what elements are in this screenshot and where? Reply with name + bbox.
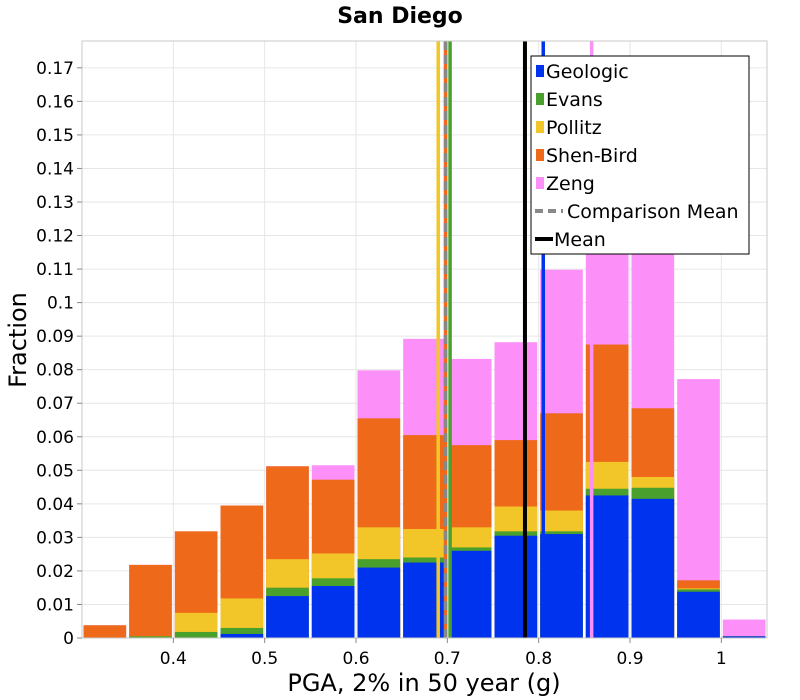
legend-box — [530, 55, 750, 255]
y-tick-label: 0.04 — [36, 495, 74, 515]
bar-geologic-12 — [631, 498, 675, 638]
legend-swatch-evans — [536, 93, 544, 105]
legend-label-comparison-mean: Comparison Mean — [567, 201, 739, 223]
bar-geologic-10 — [540, 534, 583, 638]
y-tick-label: 0.08 — [36, 361, 74, 381]
legend-label-shen-bird: Shen-Bird — [546, 145, 638, 167]
y-tick-label: 0.02 — [36, 562, 74, 582]
x-tick-label: 1 — [716, 649, 727, 669]
plot-frame — [81, 40, 768, 639]
legend-swatch-shen-bird — [536, 149, 544, 161]
y-tick-label: 0.13 — [36, 193, 74, 213]
bar-geologic-9 — [494, 535, 538, 638]
bar-shen-bird-1 — [129, 564, 172, 638]
x-tick-label: 0.8 — [525, 649, 552, 669]
bar-geologic-5 — [311, 586, 355, 638]
bar-geologic-14 — [722, 636, 766, 638]
legend-label-zeng: Zeng — [546, 173, 595, 195]
chart-title: San Diego — [337, 4, 463, 29]
y-tick-label: 0.07 — [36, 394, 74, 414]
bar-geologic-6 — [357, 567, 401, 638]
bar-geologic-3 — [220, 633, 264, 638]
legend-label-geologic: Geologic — [546, 61, 629, 83]
legend-swatch-pollitz — [536, 121, 544, 133]
bar-geologic-13 — [677, 591, 720, 638]
y-tick-label: 0.05 — [36, 461, 74, 481]
x-tick-label: 0.9 — [616, 649, 643, 669]
y-tick-label: 0.12 — [36, 227, 74, 247]
x-axis-label: PGA, 2% in 50 year (g) — [287, 669, 560, 697]
y-tick-label: 0.14 — [36, 159, 74, 179]
y-tick-label: 0.06 — [36, 428, 74, 448]
y-tick-label: 0.16 — [36, 92, 74, 112]
y-axis: 0 0.01 0.02 0.03 0.04 0.05 0.06 0.07 0.08 0.09 0.1… — [36, 59, 82, 649]
bar-zeng-14 — [722, 619, 766, 638]
y-tick-label: 0.09 — [36, 327, 74, 347]
bar-geologic-4 — [266, 596, 309, 638]
y-tick-label: 0.1 — [47, 294, 74, 314]
bar-shen-bird-0 — [83, 625, 127, 638]
x-axis: 0.4 0.5 0.6 0.7 0.8 0.9 1 — [160, 638, 727, 669]
y-tick-label: 0 — [63, 629, 74, 649]
y-tick-label: 0.17 — [36, 59, 74, 79]
legend-label-evans: Evans — [546, 89, 603, 111]
y-tick-label: 0.15 — [36, 126, 74, 146]
y-tick-label: 0.01 — [36, 595, 74, 615]
y-axis-label: Fraction — [4, 292, 32, 388]
x-tick-label: 0.6 — [342, 649, 369, 669]
bar-evans-2 — [174, 631, 218, 638]
legend-label-pollitz: Pollitz — [546, 117, 602, 139]
x-tick-label: 0.5 — [251, 649, 278, 669]
bar-geologic-8 — [448, 550, 492, 638]
legend-swatch-zeng — [536, 177, 544, 189]
legend-swatch-geologic — [536, 65, 544, 77]
legend-label-mean: Mean — [554, 229, 606, 251]
y-tick-label: 0.11 — [36, 260, 74, 280]
x-tick-label: 0.7 — [434, 649, 461, 669]
legend: Geologic Evans Pollitz Shen-Bird Zeng Compari… — [530, 55, 750, 255]
x-tick-label: 0.4 — [160, 649, 187, 669]
y-tick-label: 0.03 — [36, 528, 74, 548]
bar-evans-3 — [220, 627, 264, 638]
bar-evans-1 — [129, 636, 172, 638]
